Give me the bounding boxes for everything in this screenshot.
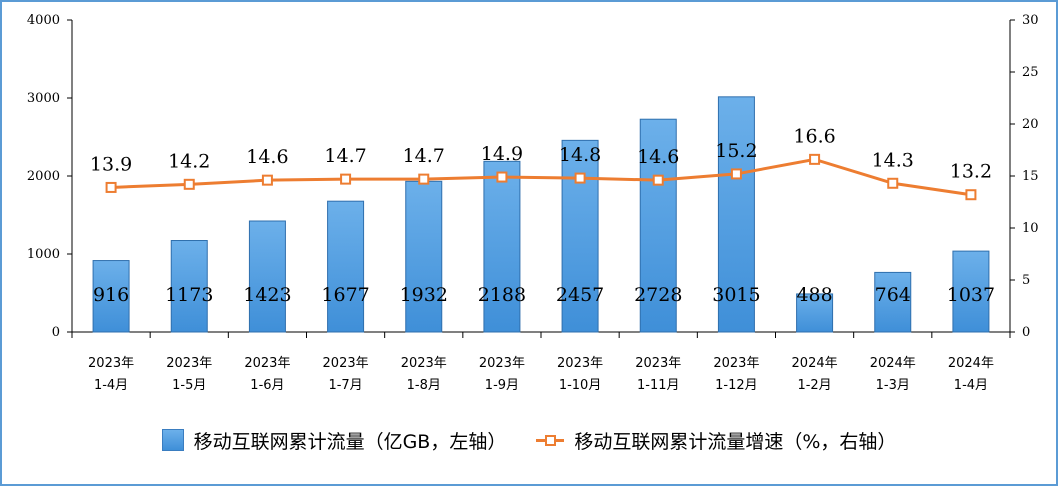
bar-value-label: 2457 <box>556 284 604 306</box>
legend-item-line: 移动互联网累计流量增速（%，右轴） <box>536 427 896 454</box>
legend-line-swatch <box>536 430 565 450</box>
line-marker <box>887 177 899 189</box>
x-axis-label-period: 1-3月 <box>876 378 910 393</box>
x-axis-label-period: 1-6月 <box>250 378 284 393</box>
bar-value-label: 764 <box>875 284 911 306</box>
x-axis-label-period: 1-2月 <box>797 378 831 393</box>
line-marker <box>261 174 273 186</box>
x-axis-label-period: 1-7月 <box>328 378 362 393</box>
left-axis-tick-label: 2000 <box>27 169 60 184</box>
x-axis-label-year: 2023年 <box>244 356 290 371</box>
legend-bar-swatch <box>161 429 184 451</box>
line-marker <box>496 171 508 183</box>
legend-bar-label: 移动互联网累计流量（亿GB，左轴） <box>193 430 507 453</box>
line-marker <box>183 178 195 190</box>
x-axis-label-year: 2023年 <box>557 356 603 371</box>
legend-line-label: 移动互联网累计流量增速（%，右轴） <box>574 430 897 453</box>
bar <box>952 250 990 333</box>
bar <box>405 180 443 333</box>
x-axis-label-period: 1-4月 <box>954 378 988 393</box>
legend-item-bar: 移动互联网累计流量（亿GB，左轴） <box>161 427 507 454</box>
bar-value-label: 3015 <box>712 284 760 306</box>
right-axis-tick-label: 30 <box>1022 13 1039 28</box>
bar <box>170 240 208 333</box>
bar <box>327 200 365 333</box>
x-axis-label-year: 2023年 <box>88 356 134 371</box>
line-value-label: 15.2 <box>715 140 757 162</box>
left-axis-tick-label: 1000 <box>27 247 60 262</box>
left-axis-tick-label: 3000 <box>27 91 60 106</box>
x-axis-label-year: 2023年 <box>713 356 759 371</box>
bar <box>796 293 834 333</box>
x-axis-label-period: 1-8月 <box>407 378 441 393</box>
bar <box>248 220 286 333</box>
x-axis-label-year: 2024年 <box>948 356 994 371</box>
x-axis-label-period: 1-12月 <box>715 378 758 393</box>
x-axis-label-year: 2023年 <box>401 356 447 371</box>
x-axis-label-year: 2023年 <box>635 356 681 371</box>
bar-value-label: 1423 <box>243 284 291 306</box>
bar-value-label: 916 <box>93 284 129 306</box>
line-value-label: 14.6 <box>637 146 679 168</box>
bar-value-label: 1677 <box>321 284 369 306</box>
line-marker <box>105 181 117 193</box>
bar-value-label: 488 <box>796 284 832 306</box>
bar <box>483 160 521 333</box>
line-marker <box>652 174 664 186</box>
bar <box>561 139 599 333</box>
line-marker <box>574 172 586 184</box>
line-value-label: 14.3 <box>872 149 914 171</box>
x-axis-label-period: 1-10月 <box>559 378 602 393</box>
x-axis-label-period: 1-4月 <box>94 378 128 393</box>
growth-line <box>111 157 972 197</box>
line-marker <box>418 173 430 185</box>
line-value-label: 13.9 <box>90 153 132 175</box>
x-axis-label-year: 2023年 <box>166 356 212 371</box>
line-value-label: 13.2 <box>950 161 992 183</box>
bar-value-label: 2188 <box>478 284 526 306</box>
bar <box>639 118 677 333</box>
x-axis-label-period: 1-11月 <box>637 378 680 393</box>
line-value-label: 14.8 <box>559 144 601 166</box>
line-value-label: 14.9 <box>481 143 523 165</box>
left-axis-tick-label: 0 <box>52 325 60 340</box>
legend: 移动互联网累计流量（亿GB，左轴） 移动互联网累计流量增速（%，右轴） <box>2 422 1056 458</box>
x-axis-label-period: 1-5月 <box>172 378 206 393</box>
line-value-label: 16.6 <box>793 125 835 147</box>
line-value-label: 14.7 <box>403 145 445 167</box>
right-axis-tick-label: 15 <box>1022 169 1039 184</box>
bar-value-label: 1173 <box>165 284 213 306</box>
x-axis-label-year: 2024年 <box>792 356 838 371</box>
line-marker <box>965 189 977 201</box>
left-axis-tick-label: 4000 <box>27 13 60 28</box>
right-axis-tick-label: 5 <box>1022 273 1030 288</box>
line-value-label: 14.7 <box>324 145 366 167</box>
right-axis-tick-label: 0 <box>1022 325 1030 340</box>
right-axis-tick-label: 10 <box>1022 221 1039 236</box>
bar-value-label: 1037 <box>947 284 995 306</box>
bar <box>717 96 755 333</box>
right-axis-tick-label: 20 <box>1022 117 1039 132</box>
x-axis-label-period: 1-9月 <box>485 378 519 393</box>
x-axis-label-year: 2023年 <box>479 356 525 371</box>
x-axis-label-year: 2023年 <box>323 356 369 371</box>
bar-value-label: 2728 <box>634 284 682 306</box>
line-value-label: 14.2 <box>168 150 210 172</box>
x-axis-label-year: 2024年 <box>870 356 916 371</box>
line-marker <box>730 168 742 180</box>
right-axis-tick-label: 25 <box>1022 65 1039 80</box>
bar <box>92 260 130 333</box>
combo-chart: 0 1000 2000 3000 4000 0 5 10 15 20 25 30 2023年 1-4月 20… <box>27 13 1039 393</box>
bar <box>874 271 912 333</box>
line-marker <box>809 153 821 165</box>
line-value-label: 14.6 <box>246 146 288 168</box>
bar-value-label: 1932 <box>400 284 448 306</box>
line-marker <box>340 173 352 185</box>
